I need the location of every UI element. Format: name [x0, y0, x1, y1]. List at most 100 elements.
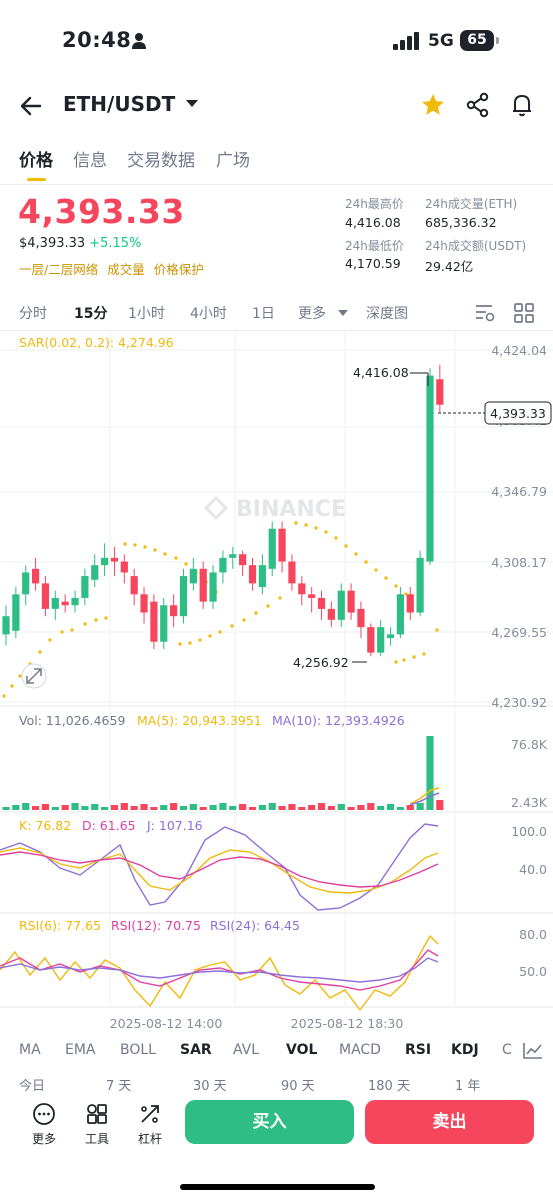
chevron-down-icon[interactable] [186, 100, 198, 107]
sar-dot [254, 611, 258, 615]
volume-label: 24h成交量(ETH) [425, 197, 518, 211]
chevron-down-icon[interactable] [338, 310, 348, 316]
interval-4h[interactable]: 4小时 [190, 306, 227, 322]
watermark-text: BINANCE [236, 497, 346, 522]
tab-price[interactable]: 价格 [19, 151, 53, 171]
indicator-sar[interactable]: SAR [180, 1042, 212, 1058]
sar-dot [354, 552, 358, 556]
bell-icon[interactable] [509, 92, 535, 118]
indicator-rsi[interactable]: RSI [405, 1042, 432, 1058]
tab-trading-data[interactable]: 交易数据 [127, 151, 195, 171]
network-type: 5G [428, 31, 454, 51]
turnover-value: 29.42亿 [425, 259, 474, 274]
volume-bar [386, 804, 395, 810]
sar-dot [404, 592, 408, 596]
layout-grid-icon[interactable] [514, 303, 534, 323]
interval-more[interactable]: 更多 [298, 306, 326, 322]
volume-bar [41, 804, 50, 810]
y-label: 4,230.92 [491, 695, 547, 710]
volume-bar [278, 806, 286, 810]
indicator-c[interactable]: C [502, 1042, 512, 1058]
share-icon[interactable] [465, 92, 491, 118]
volume-bar [357, 805, 365, 810]
sar-dot [364, 560, 368, 564]
y-label: 4,308.17 [491, 555, 547, 570]
interval-1d[interactable]: 1日 [252, 306, 275, 322]
indicator-macd[interactable]: MACD [339, 1042, 381, 1058]
indicator-settings-icon[interactable] [522, 1042, 544, 1060]
tab-info[interactable]: 信息 [73, 151, 107, 171]
sar-dot [94, 618, 98, 622]
interval-15m[interactable]: 15分 [74, 306, 108, 322]
sar-dot [218, 630, 222, 634]
volume-axis-min: 2.43K [511, 795, 548, 810]
more-button[interactable]: 更多 [24, 1102, 64, 1147]
price-protection-link[interactable]: 价格保护 [153, 262, 204, 277]
rsi-12: RSI(12): 70.75 [111, 918, 201, 933]
volume-bar [130, 806, 138, 810]
tools-label: 工具 [84, 1132, 109, 1146]
current-price-tag-text: 4,393.33 [490, 406, 546, 421]
sar-dot [143, 545, 147, 549]
depth-chart-tab[interactable]: 深度图 [366, 306, 408, 322]
indicator-ma[interactable]: MA [19, 1042, 41, 1058]
tools-button[interactable]: 工具 [77, 1102, 117, 1147]
indicator-avl[interactable]: AVL [233, 1042, 260, 1058]
chart-settings-icon[interactable] [474, 303, 496, 323]
volume-bar [51, 807, 59, 810]
volume-bar [120, 803, 128, 810]
volume-bar [110, 805, 119, 810]
rsi-axis-mid: 50.0 [519, 964, 547, 979]
candle [377, 627, 385, 653]
pair-title[interactable]: ETH/USDT [63, 92, 176, 116]
low-label: 24h最低价 [345, 239, 404, 253]
sar-label: SAR(0.02, 0.2): 4,274.96 [19, 335, 174, 350]
candle [130, 576, 138, 595]
filter-today[interactable]: 今日 [19, 1079, 46, 1093]
interval-1h[interactable]: 1小时 [128, 306, 165, 322]
kline-chart[interactable]: BINANCE SAR(0.02, 0.2): 4,274.96 4,424.0… [0, 330, 553, 1035]
sar-dots [2, 521, 439, 698]
candle [209, 572, 217, 602]
ticker-links: 一层/二层网络 成交量 价格保护 [19, 259, 213, 278]
volume-bar [288, 804, 296, 810]
filter-180d[interactable]: 180 天 [368, 1079, 410, 1093]
expand-icon[interactable] [21, 663, 47, 689]
volume-link[interactable]: 成交量 [107, 262, 145, 277]
current-price-tag[interactable] [484, 401, 552, 425]
filter-90d[interactable]: 90 天 [281, 1079, 315, 1093]
sar-dot [153, 548, 157, 552]
volume-bar [101, 807, 109, 810]
sar-dot [10, 684, 14, 688]
filter-30d[interactable]: 30 天 [193, 1079, 227, 1093]
star-icon[interactable] [420, 92, 446, 118]
rsi-24-line [0, 957, 439, 983]
indicator-boll[interactable]: BOLL [120, 1042, 156, 1058]
volume-bar [170, 803, 178, 810]
sell-button[interactable]: 卖出 [365, 1100, 534, 1144]
candle [170, 605, 178, 617]
indicator-ema[interactable]: EMA [65, 1042, 96, 1058]
indicator-kdj[interactable]: KDJ [451, 1042, 479, 1058]
sar-dot [104, 616, 108, 620]
candle [31, 568, 40, 584]
x-axis-label: 2025-08-12 14:00 [110, 1016, 223, 1031]
filter-7d[interactable]: 7 天 [106, 1079, 132, 1093]
leverage-button[interactable]: 杠杆 [130, 1102, 170, 1147]
candle [248, 565, 257, 584]
buy-button[interactable]: 买入 [185, 1100, 354, 1144]
candle [347, 590, 355, 613]
filter-1y[interactable]: 1 年 [455, 1079, 481, 1093]
back-arrow-icon[interactable] [18, 93, 44, 119]
layer-network-link[interactable]: 一层/二层网络 [19, 262, 99, 277]
main-tabs: 价格 信息 交易数据 广场 [0, 140, 553, 184]
kdj-j: J: 107.16 [146, 818, 203, 833]
sar-dot [435, 628, 439, 632]
volume-bar [258, 805, 266, 810]
sar-dot [2, 694, 6, 698]
interval-line[interactable]: 分时 [19, 306, 47, 322]
volume-bar [327, 806, 335, 810]
tab-square[interactable]: 广场 [216, 151, 250, 171]
indicator-vol[interactable]: VOL [286, 1042, 318, 1058]
price-change: +5.15% [89, 236, 142, 251]
